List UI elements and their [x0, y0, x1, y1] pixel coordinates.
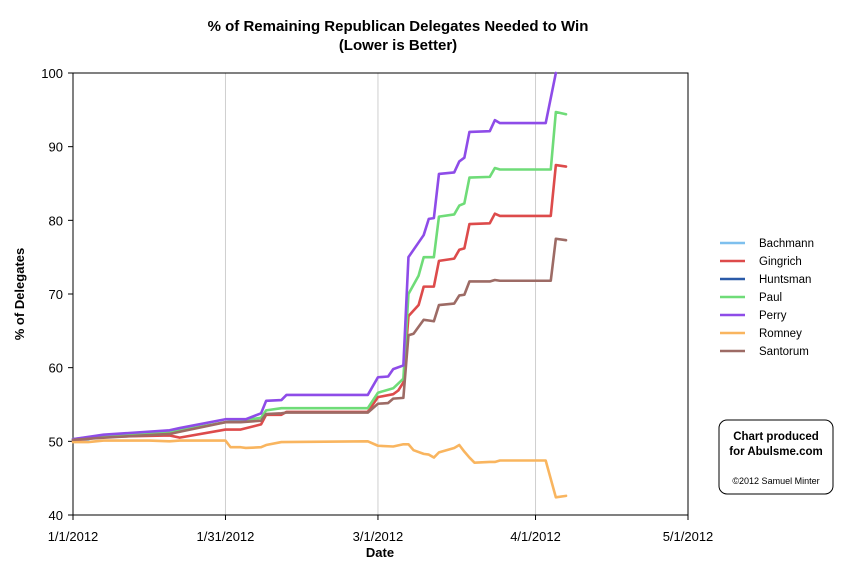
x-tick-label: 1/31/2012 [197, 529, 255, 544]
credit-line-1: Chart produced [733, 431, 819, 443]
y-tick-label: 70 [49, 287, 63, 302]
legend-label-paul: Paul [759, 292, 782, 304]
x-tick-label: 5/1/2012 [663, 529, 714, 544]
legend-label-romney: Romney [759, 328, 802, 340]
legend-label-bachmann: Bachmann [759, 238, 814, 250]
y-tick-label: 100 [41, 66, 63, 81]
chart-title: % of Remaining Republican Delegates Need… [208, 18, 589, 35]
series-line-perry [71, 71, 558, 441]
series-lines [71, 71, 568, 499]
legend-label-huntsman: Huntsman [759, 274, 811, 286]
x-tick-label: 3/1/2012 [353, 529, 404, 544]
x-axis-label: Date [366, 545, 394, 560]
y-axis-label: % of Delegates [12, 248, 27, 340]
gridlines [224, 73, 537, 515]
legend-label-santorum: Santorum [759, 346, 809, 358]
series-line-paul [71, 110, 568, 441]
credit-line-2: for Abulsme.com [729, 446, 823, 458]
y-tick-label: 80 [49, 213, 63, 228]
legend-label-gingrich: Gingrich [759, 256, 802, 268]
y-tick-label: 40 [49, 508, 63, 523]
credit-box-frame [718, 419, 834, 495]
y-tick-label: 50 [49, 434, 63, 449]
legend-label-perry: Perry [759, 310, 787, 322]
chart-subtitle: (Lower is Better) [339, 37, 457, 54]
x-axis-ticks: 1/1/2012 1/31/2012 3/1/2012 4/1/2012 5/1/201… [48, 515, 714, 544]
x-tick-label: 1/1/2012 [48, 529, 99, 544]
series-line-santorum [71, 237, 568, 442]
x-tick-label: 4/1/2012 [510, 529, 561, 544]
legend: Bachmann Gingrich Huntsman Paul Perry Romney S… [720, 238, 814, 358]
credit-line-3: ©2012 Samuel Minter [732, 476, 819, 486]
credit-box: Chart produced for Abulsme.com ©2012 Sam… [718, 419, 834, 495]
plot-frame [72, 72, 689, 516]
y-tick-label: 90 [49, 140, 63, 155]
series-line-gingrich [71, 163, 568, 442]
y-tick-label: 60 [49, 361, 63, 376]
y-axis-ticks: 40 50 60 70 80 90 100 [41, 66, 73, 523]
series-line-romney [71, 439, 568, 499]
